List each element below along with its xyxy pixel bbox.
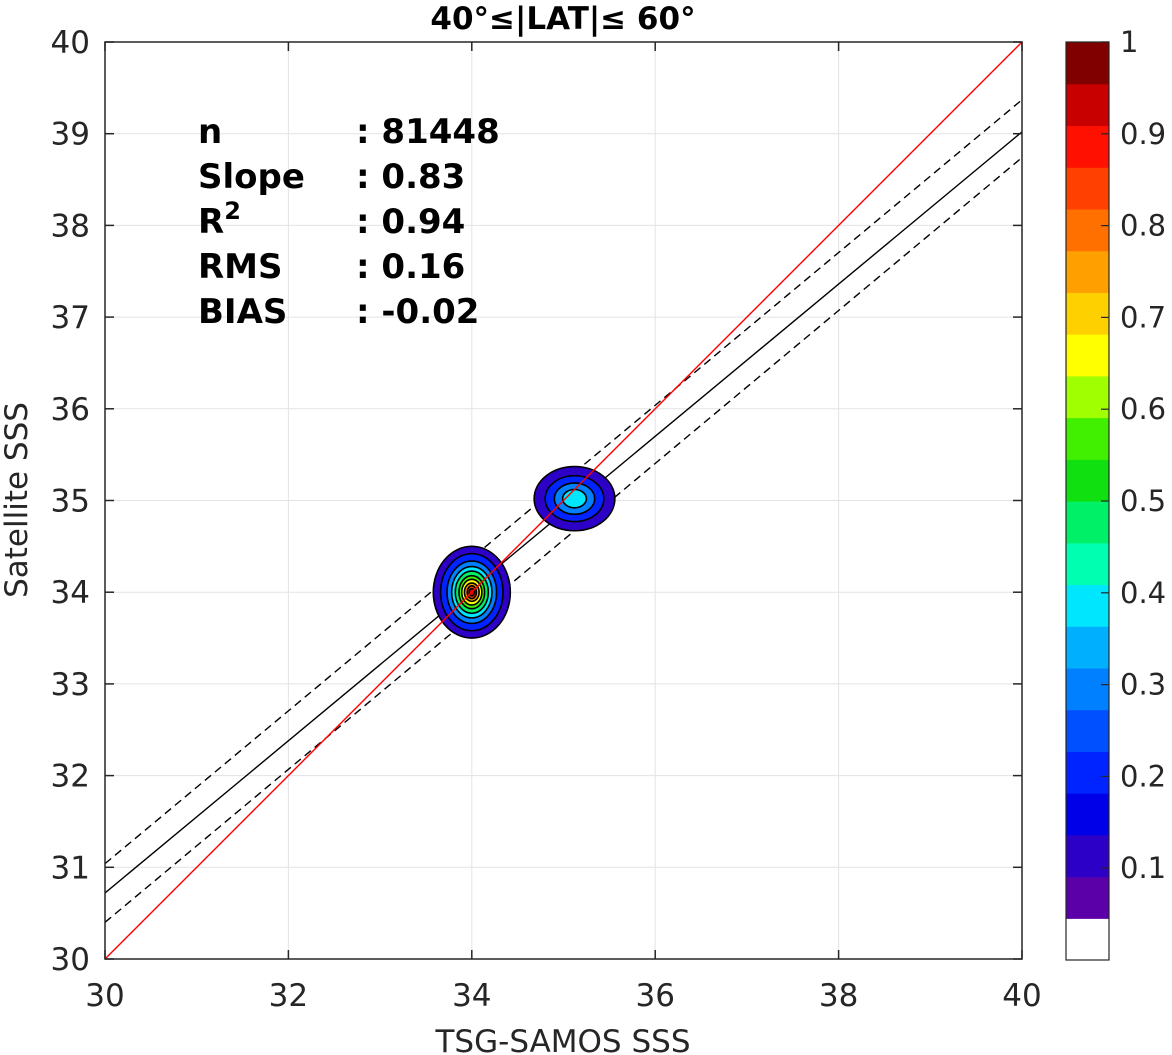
density-cluster-1: [533, 465, 616, 532]
colorbar-segment-16: [1066, 250, 1109, 293]
y-tick-label-10: 40: [51, 25, 90, 61]
colorbar-tick-label-5: 0.5: [1120, 484, 1166, 518]
colorbar-segment-15: [1066, 292, 1109, 335]
y-tick-label-2: 32: [51, 759, 90, 795]
x-tick-label-3: 36: [635, 978, 674, 1014]
stat-value-2: : 0.94: [356, 202, 465, 242]
colorbar-tick-label-4: 0.6: [1120, 392, 1166, 426]
colorbar-segment-10: [1066, 501, 1109, 544]
reference-lines: [104, 41, 1023, 960]
colorbar-tick-label-2: 0.8: [1120, 209, 1166, 243]
y-tick-label-0: 30: [51, 942, 90, 978]
x-tick-label-2: 34: [452, 978, 491, 1014]
stat-label-text-0: n: [198, 112, 222, 152]
upper-bound-line: [104, 99, 1023, 865]
colorbar-segment-14: [1066, 334, 1109, 377]
x-axis-label: TSG-SAMOS SSS: [435, 1024, 691, 1055]
colorbar-segment-12: [1066, 417, 1109, 460]
colorbar-tick-label-9: 0.1: [1120, 851, 1166, 885]
colorbar-segment-18: [1066, 167, 1109, 210]
y-tick-label-9: 39: [51, 117, 90, 153]
colorbar-tick-label-8: 0.2: [1120, 759, 1166, 793]
density-cluster-0: [432, 545, 512, 639]
colorbar-segment-20: [1066, 83, 1109, 127]
colorbar: 1 0.9 0.8 0.7 0.6 0.5 0.4 0.3 0.2 0.1: [1065, 25, 1166, 961]
lower-bound-line: [104, 157, 1023, 923]
colorbar-segment-13: [1066, 375, 1109, 419]
axis-ticks: 30 32 34 36 38 40 30 31 32 33 34 35 36 37 38 39 40: [51, 25, 1042, 1014]
stat-label-text-4: BIAS: [198, 292, 287, 332]
stat-label-3: RMS: [198, 247, 283, 287]
x-tick-label-5: 40: [1002, 978, 1041, 1014]
stat-value-4: : -0.02: [356, 292, 479, 332]
colorbar-segment-5: [1066, 709, 1109, 752]
colorbar-segment-21: [1066, 42, 1109, 85]
stat-label-text-3: RMS: [198, 247, 283, 287]
y-tick-label-8: 38: [51, 208, 90, 244]
stat-label-text-2: R: [198, 202, 224, 242]
stat-value-1: : 0.83: [356, 157, 465, 197]
y-tick-label-7: 37: [51, 300, 90, 336]
colorbar-segment-0: [1066, 918, 1109, 961]
y-tick-label-5: 35: [51, 484, 90, 520]
colorbar-tick-label-3: 0.7: [1120, 300, 1166, 334]
y-axis-label: Satellite SSS: [0, 402, 35, 598]
colorbar-segment-9: [1066, 542, 1109, 586]
stat-label-1: Slope: [198, 157, 305, 197]
colorbar-segment-8: [1066, 584, 1109, 627]
y-tick-label-1: 31: [51, 850, 90, 886]
colorbar-tick-label-1: 0.9: [1120, 117, 1166, 151]
colorbar-segment-11: [1066, 459, 1109, 502]
colorbar-segment-4: [1066, 751, 1109, 794]
stat-label-2: R2: [198, 197, 241, 242]
colorbar-tick-label-0: 1: [1120, 25, 1138, 59]
stat-label-4: BIAS: [198, 292, 287, 332]
stat-label-0: n: [198, 112, 222, 152]
density-contours: [432, 465, 616, 639]
y-tick-label-6: 36: [51, 392, 90, 428]
colorbar-segment-2: [1066, 834, 1109, 878]
chart-title: 40°≤|LAT|≤ 60°: [430, 1, 695, 37]
x-tick-label-0: 30: [85, 978, 124, 1014]
stat-value-3: : 0.16: [356, 247, 465, 287]
stat-label-sup-2: 2: [224, 197, 241, 225]
stat-label-text-1: Slope: [198, 157, 305, 197]
colorbar-segment-6: [1066, 667, 1109, 711]
colorbar-tick-label-6: 0.4: [1120, 576, 1166, 610]
colorbar-segment-19: [1066, 125, 1109, 168]
colorbar-segment-3: [1066, 793, 1109, 836]
colorbar-segment-17: [1066, 208, 1109, 252]
x-tick-label-4: 38: [819, 978, 858, 1014]
colorbar-tick-label-7: 0.3: [1120, 668, 1166, 702]
y-tick-label-4: 34: [51, 575, 90, 611]
statistics-box: n : 81448 Slope : 0.83 R2 : 0.94 RMS : 0.16 BIAS…: [198, 112, 500, 332]
x-tick-label-1: 32: [269, 978, 308, 1014]
stat-value-0: : 81448: [356, 112, 500, 152]
colorbar-segment-1: [1066, 876, 1109, 919]
y-tick-label-3: 33: [51, 667, 90, 703]
one-to-one-line: [104, 41, 1023, 960]
colorbar-segment-7: [1066, 626, 1109, 669]
